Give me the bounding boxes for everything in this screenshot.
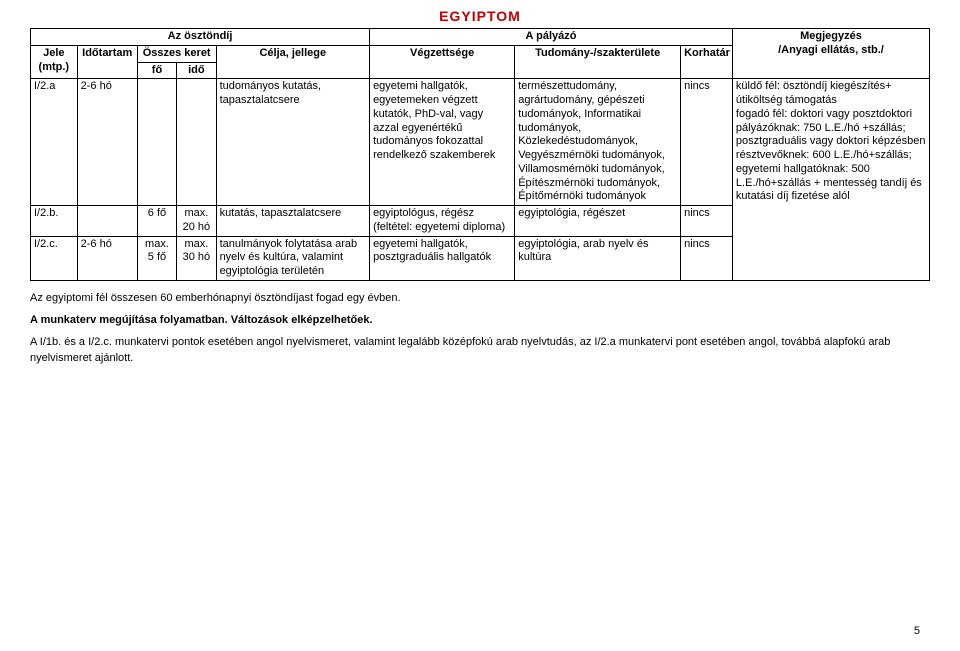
cell-vegzettseg: egyetemi hallgatók, egyetemeken végzett …	[370, 79, 515, 206]
header-celja: Célja, jellege	[216, 45, 370, 79]
header-fo: fő	[137, 62, 176, 79]
cell-szakter: egyiptológia, arab nyelv és kultúra	[515, 236, 681, 280]
cell-celja: kutatás, tapasztalatcsere	[216, 206, 370, 237]
scholarship-table: Az ösztöndíj A pályázó Megjegyzés /Anyag…	[30, 28, 930, 281]
cell-anyagi: küldő fél: ösztöndíj kiegészítés+ útiköl…	[732, 79, 929, 281]
page-number: 5	[914, 625, 920, 637]
header-vegzettseg: Végzettsége	[370, 45, 515, 79]
note-line-3: A I/1b. és a I/2.c. munkatervi pontok es…	[30, 335, 930, 367]
cell-korhatar: nincs	[681, 206, 733, 237]
header-megjegyzes-line1: Megjegyzés	[800, 30, 862, 42]
cell-idotartam: 2-6 hó	[77, 79, 137, 206]
cell-celja: tudományos kutatás, tapasztalatcsere	[216, 79, 370, 206]
header-row-1: Az ösztöndíj A pályázó Megjegyzés /Anyag…	[31, 29, 930, 46]
cell-fo	[137, 79, 176, 206]
header-szakter: Tudomány-/szakterülete	[515, 45, 681, 79]
header-anyagi: /Anyagi ellátás, stb./	[778, 44, 884, 56]
cell-fo: 6 fő	[137, 206, 176, 237]
cell-korhatar: nincs	[681, 236, 733, 280]
header-megjegyzes: Megjegyzés /Anyagi ellátás, stb./	[732, 29, 929, 79]
cell-jele: I/2.c.	[31, 236, 78, 280]
cell-idotartam	[77, 206, 137, 237]
note-line-1: Az egyiptomi fél összesen 60 emberhónapn…	[30, 291, 930, 307]
cell-vegzettseg: egyiptológus, régész (feltétel: egyetemi…	[370, 206, 515, 237]
cell-ido: max. 30 hó	[177, 236, 216, 280]
cell-szakter: természettudomány, agrártudomány, gépész…	[515, 79, 681, 206]
cell-idotartam: 2-6 hó	[77, 236, 137, 280]
cell-fo: max. 5 fő	[137, 236, 176, 280]
header-osszes-keret: Összes keret	[137, 45, 216, 62]
cell-ido: max. 20 hó	[177, 206, 216, 237]
cell-jele: I/2.a	[31, 79, 78, 206]
table-row: I/2.a 2-6 hó tudományos kutatás, tapaszt…	[31, 79, 930, 206]
cell-ido	[177, 79, 216, 206]
notes-block: Az egyiptomi fél összesen 60 emberhónapn…	[30, 291, 930, 367]
cell-jele: I/2.b.	[31, 206, 78, 237]
note-line-2: A munkaterv megújítása folyamatban. Vált…	[30, 313, 930, 329]
cell-vegzettseg: egyetemi hallgatók, posztgraduális hallg…	[370, 236, 515, 280]
header-jele: Jele (mtp.)	[31, 45, 78, 79]
header-korhatar: Korhatár	[681, 45, 733, 79]
cell-szakter: egyiptológia, régészet	[515, 206, 681, 237]
header-idotartam: Időtartam	[77, 45, 137, 79]
page: EGYIPTOM Az ösztöndíj A pályázó Megjegyz…	[0, 0, 960, 651]
header-ido: idő	[177, 62, 216, 79]
page-title: EGYIPTOM	[30, 8, 930, 24]
cell-korhatar: nincs	[681, 79, 733, 206]
header-group-left: Az ösztöndíj	[31, 29, 370, 46]
header-group-right: A pályázó	[370, 29, 733, 46]
cell-celja: tanulmányok folytatása arab nyelv és kul…	[216, 236, 370, 280]
